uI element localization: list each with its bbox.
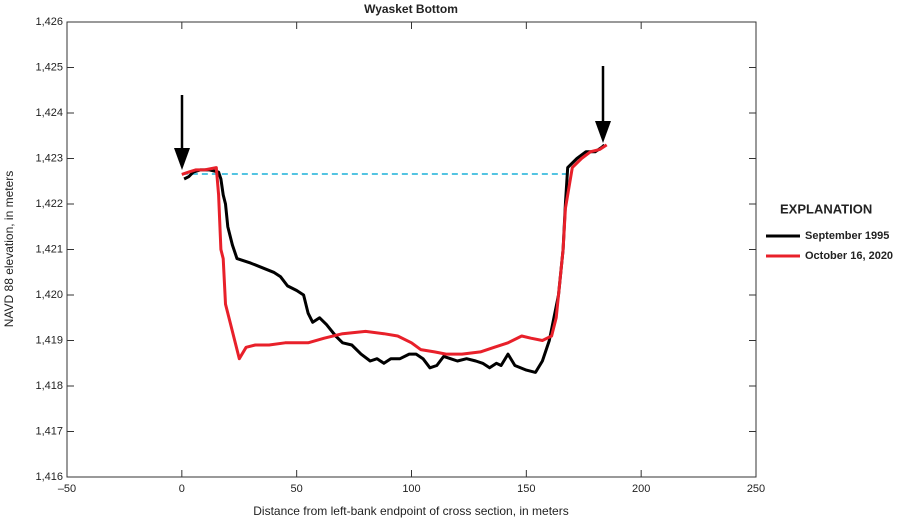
y-tick-label: 1,426 xyxy=(35,16,63,28)
legend-title: EXPLANATION xyxy=(780,201,872,216)
y-tick-label: 1,424 xyxy=(35,107,63,119)
series-line xyxy=(183,143,606,374)
y-tick-label: 1,421 xyxy=(35,243,63,255)
y-tick-label: 1,418 xyxy=(35,380,63,392)
legend-label: October 16, 2020 xyxy=(805,250,893,262)
x-tick-label: 50 xyxy=(291,483,303,495)
x-tick-label: 200 xyxy=(632,483,650,495)
y-tick-label: 1,422 xyxy=(35,198,63,210)
y-tick-label: 1,420 xyxy=(35,289,63,301)
x-tick-label: 0 xyxy=(179,483,185,495)
x-tick-label: –50 xyxy=(58,483,76,495)
series-line xyxy=(181,143,608,361)
arrow-left xyxy=(174,95,190,170)
chart-title: Wyasket Bottom xyxy=(364,2,458,16)
x-tick-label: 150 xyxy=(517,483,535,495)
arrow-right xyxy=(595,66,611,143)
y-axis-label: NAVD 88 elevation, in meters xyxy=(2,171,16,328)
y-tick-label: 1,423 xyxy=(35,152,63,164)
x-tick-label: 250 xyxy=(747,483,765,495)
legend-label: September 1995 xyxy=(805,230,889,242)
y-tick-label: 1,425 xyxy=(35,61,63,73)
x-tick-label: 100 xyxy=(402,483,420,495)
y-tick-label: 1,416 xyxy=(35,471,63,483)
y-tick-label: 1,417 xyxy=(35,425,63,437)
y-tick-label: 1,419 xyxy=(35,334,63,346)
plot-frame xyxy=(66,21,757,478)
x-axis-label: Distance from left-bank endpoint of cros… xyxy=(253,504,568,518)
